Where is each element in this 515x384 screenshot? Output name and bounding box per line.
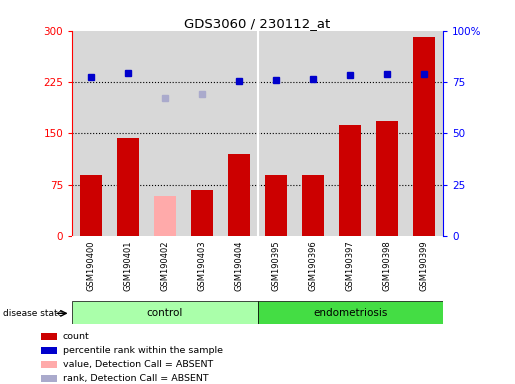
Text: GSM190401: GSM190401 <box>123 241 132 291</box>
Bar <box>191 190 213 236</box>
Text: control: control <box>147 308 183 318</box>
Bar <box>258 301 443 324</box>
Text: GSM190402: GSM190402 <box>160 241 169 291</box>
Text: endometriosis: endometriosis <box>313 308 387 318</box>
Bar <box>153 197 176 236</box>
Bar <box>41 361 57 368</box>
Bar <box>413 37 436 236</box>
Text: GSM190400: GSM190400 <box>86 241 95 291</box>
Text: GSM190403: GSM190403 <box>197 241 207 291</box>
Text: value, Detection Call = ABSENT: value, Detection Call = ABSENT <box>63 360 213 369</box>
Bar <box>228 154 250 236</box>
Bar <box>116 138 139 236</box>
Text: GSM190404: GSM190404 <box>234 241 244 291</box>
Text: percentile rank within the sample: percentile rank within the sample <box>63 346 223 355</box>
Text: rank, Detection Call = ABSENT: rank, Detection Call = ABSENT <box>63 374 209 383</box>
Bar <box>376 121 399 236</box>
Bar <box>302 174 324 236</box>
Bar <box>41 347 57 354</box>
Bar <box>339 124 362 236</box>
Text: GSM190395: GSM190395 <box>271 241 281 291</box>
Bar <box>72 301 258 324</box>
Bar <box>41 375 57 382</box>
Text: count: count <box>63 332 90 341</box>
Text: GSM190398: GSM190398 <box>383 241 392 291</box>
Text: GSM190397: GSM190397 <box>346 241 355 291</box>
Text: disease state: disease state <box>3 309 63 318</box>
Title: GDS3060 / 230112_at: GDS3060 / 230112_at <box>184 17 331 30</box>
Bar <box>41 333 57 340</box>
Text: GSM190399: GSM190399 <box>420 241 429 291</box>
Text: GSM190396: GSM190396 <box>308 241 318 291</box>
Bar <box>79 174 102 236</box>
Bar <box>265 174 287 236</box>
